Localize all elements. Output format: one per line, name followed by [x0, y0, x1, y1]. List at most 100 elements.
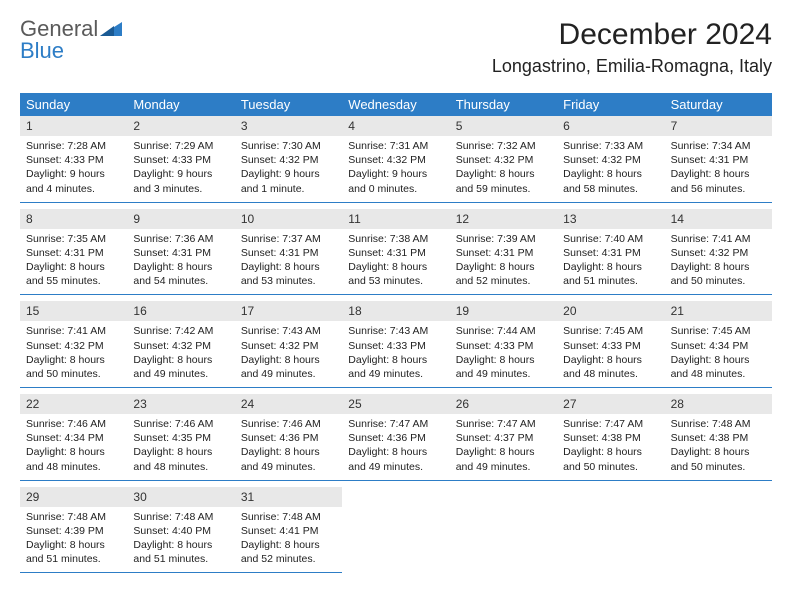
day-number: 21: [665, 301, 772, 321]
empty-cell: [450, 487, 557, 574]
sunrise-text: Sunrise: 7:45 AM: [563, 324, 658, 338]
day-cell: 9Sunrise: 7:36 AMSunset: 4:31 PMDaylight…: [127, 209, 234, 296]
daylight-text: Daylight: 8 hours and 49 minutes.: [133, 353, 228, 381]
sunrise-text: Sunrise: 7:43 AM: [241, 324, 336, 338]
day-cell: 26Sunrise: 7:47 AMSunset: 4:37 PMDayligh…: [450, 394, 557, 481]
day-number: 19: [450, 301, 557, 321]
sunrise-text: Sunrise: 7:32 AM: [456, 139, 551, 153]
sunset-text: Sunset: 4:31 PM: [133, 246, 228, 260]
sunset-text: Sunset: 4:33 PM: [26, 153, 121, 167]
day-cell: 12Sunrise: 7:39 AMSunset: 4:31 PMDayligh…: [450, 209, 557, 296]
daylight-text: Daylight: 8 hours and 49 minutes.: [241, 445, 336, 473]
dow-header: Sunday: [20, 93, 127, 116]
daylight-text: Daylight: 8 hours and 49 minutes.: [456, 445, 551, 473]
day-number: 29: [20, 487, 127, 507]
day-body: Sunrise: 7:43 AMSunset: 4:33 PMDaylight:…: [342, 321, 449, 381]
sunrise-text: Sunrise: 7:47 AM: [348, 417, 443, 431]
sunset-text: Sunset: 4:31 PM: [348, 246, 443, 260]
sunset-text: Sunset: 4:32 PM: [133, 339, 228, 353]
sunrise-text: Sunrise: 7:47 AM: [563, 417, 658, 431]
day-cell: 10Sunrise: 7:37 AMSunset: 4:31 PMDayligh…: [235, 209, 342, 296]
day-body: Sunrise: 7:28 AMSunset: 4:33 PMDaylight:…: [20, 136, 127, 196]
day-cell: 4Sunrise: 7:31 AMSunset: 4:32 PMDaylight…: [342, 116, 449, 203]
day-number: 13: [557, 209, 664, 229]
sunrise-text: Sunrise: 7:35 AM: [26, 232, 121, 246]
sunrise-text: Sunrise: 7:48 AM: [241, 510, 336, 524]
daylight-text: Daylight: 8 hours and 53 minutes.: [348, 260, 443, 288]
day-body: Sunrise: 7:29 AMSunset: 4:33 PMDaylight:…: [127, 136, 234, 196]
sunset-text: Sunset: 4:32 PM: [456, 153, 551, 167]
day-body: Sunrise: 7:46 AMSunset: 4:34 PMDaylight:…: [20, 414, 127, 474]
day-number: 16: [127, 301, 234, 321]
daylight-text: Daylight: 9 hours and 4 minutes.: [26, 167, 121, 195]
title-block: December 2024 Longastrino, Emilia-Romagn…: [492, 18, 772, 77]
sunrise-text: Sunrise: 7:46 AM: [241, 417, 336, 431]
day-cell: 5Sunrise: 7:32 AMSunset: 4:32 PMDaylight…: [450, 116, 557, 203]
day-cell: 11Sunrise: 7:38 AMSunset: 4:31 PMDayligh…: [342, 209, 449, 296]
day-body: Sunrise: 7:31 AMSunset: 4:32 PMDaylight:…: [342, 136, 449, 196]
day-body: Sunrise: 7:47 AMSunset: 4:36 PMDaylight:…: [342, 414, 449, 474]
day-number: 18: [342, 301, 449, 321]
day-body: Sunrise: 7:34 AMSunset: 4:31 PMDaylight:…: [665, 136, 772, 196]
day-body: Sunrise: 7:39 AMSunset: 4:31 PMDaylight:…: [450, 229, 557, 289]
day-body: Sunrise: 7:30 AMSunset: 4:32 PMDaylight:…: [235, 136, 342, 196]
day-body: Sunrise: 7:45 AMSunset: 4:34 PMDaylight:…: [665, 321, 772, 381]
sunrise-text: Sunrise: 7:46 AM: [26, 417, 121, 431]
brand-word-2: Blue: [20, 40, 122, 62]
daylight-text: Daylight: 8 hours and 50 minutes.: [671, 445, 766, 473]
day-cell: 8Sunrise: 7:35 AMSunset: 4:31 PMDaylight…: [20, 209, 127, 296]
day-cell: 14Sunrise: 7:41 AMSunset: 4:32 PMDayligh…: [665, 209, 772, 296]
location-text: Longastrino, Emilia-Romagna, Italy: [492, 56, 772, 77]
sunset-text: Sunset: 4:37 PM: [456, 431, 551, 445]
sunset-text: Sunset: 4:32 PM: [241, 339, 336, 353]
daylight-text: Daylight: 8 hours and 48 minutes.: [671, 353, 766, 381]
sunset-text: Sunset: 4:31 PM: [26, 246, 121, 260]
day-body: Sunrise: 7:48 AMSunset: 4:39 PMDaylight:…: [20, 507, 127, 567]
day-number: 23: [127, 394, 234, 414]
daylight-text: Daylight: 8 hours and 59 minutes.: [456, 167, 551, 195]
sunrise-text: Sunrise: 7:29 AM: [133, 139, 228, 153]
sunrise-text: Sunrise: 7:33 AM: [563, 139, 658, 153]
daylight-text: Daylight: 8 hours and 52 minutes.: [241, 538, 336, 566]
day-cell: 20Sunrise: 7:45 AMSunset: 4:33 PMDayligh…: [557, 301, 664, 388]
day-number: 2: [127, 116, 234, 136]
day-cell: 6Sunrise: 7:33 AMSunset: 4:32 PMDaylight…: [557, 116, 664, 203]
day-cell: 13Sunrise: 7:40 AMSunset: 4:31 PMDayligh…: [557, 209, 664, 296]
day-number: 10: [235, 209, 342, 229]
day-number: 15: [20, 301, 127, 321]
day-body: Sunrise: 7:40 AMSunset: 4:31 PMDaylight:…: [557, 229, 664, 289]
day-number: 24: [235, 394, 342, 414]
day-number: 8: [20, 209, 127, 229]
month-title: December 2024: [492, 18, 772, 52]
day-cell: 28Sunrise: 7:48 AMSunset: 4:38 PMDayligh…: [665, 394, 772, 481]
daylight-text: Daylight: 8 hours and 48 minutes.: [26, 445, 121, 473]
sunrise-text: Sunrise: 7:41 AM: [26, 324, 121, 338]
dow-header: Friday: [557, 93, 664, 116]
day-body: Sunrise: 7:33 AMSunset: 4:32 PMDaylight:…: [557, 136, 664, 196]
sunset-text: Sunset: 4:32 PM: [241, 153, 336, 167]
daylight-text: Daylight: 9 hours and 1 minute.: [241, 167, 336, 195]
sunrise-text: Sunrise: 7:30 AM: [241, 139, 336, 153]
daylight-text: Daylight: 9 hours and 3 minutes.: [133, 167, 228, 195]
sunset-text: Sunset: 4:34 PM: [671, 339, 766, 353]
day-cell: 19Sunrise: 7:44 AMSunset: 4:33 PMDayligh…: [450, 301, 557, 388]
sunrise-text: Sunrise: 7:47 AM: [456, 417, 551, 431]
day-number: 1: [20, 116, 127, 136]
day-cell: 23Sunrise: 7:46 AMSunset: 4:35 PMDayligh…: [127, 394, 234, 481]
sunset-text: Sunset: 4:36 PM: [241, 431, 336, 445]
sunrise-text: Sunrise: 7:41 AM: [671, 232, 766, 246]
day-body: Sunrise: 7:46 AMSunset: 4:35 PMDaylight:…: [127, 414, 234, 474]
day-body: Sunrise: 7:47 AMSunset: 4:37 PMDaylight:…: [450, 414, 557, 474]
day-cell: 2Sunrise: 7:29 AMSunset: 4:33 PMDaylight…: [127, 116, 234, 203]
day-cell: 18Sunrise: 7:43 AMSunset: 4:33 PMDayligh…: [342, 301, 449, 388]
empty-cell: [342, 487, 449, 574]
brand-triangle-icon: [100, 23, 122, 40]
sunset-text: Sunset: 4:33 PM: [563, 339, 658, 353]
empty-cell: [665, 487, 772, 574]
day-number: 20: [557, 301, 664, 321]
day-number: 25: [342, 394, 449, 414]
day-body: Sunrise: 7:44 AMSunset: 4:33 PMDaylight:…: [450, 321, 557, 381]
day-body: Sunrise: 7:45 AMSunset: 4:33 PMDaylight:…: [557, 321, 664, 381]
daylight-text: Daylight: 8 hours and 58 minutes.: [563, 167, 658, 195]
day-body: Sunrise: 7:37 AMSunset: 4:31 PMDaylight:…: [235, 229, 342, 289]
